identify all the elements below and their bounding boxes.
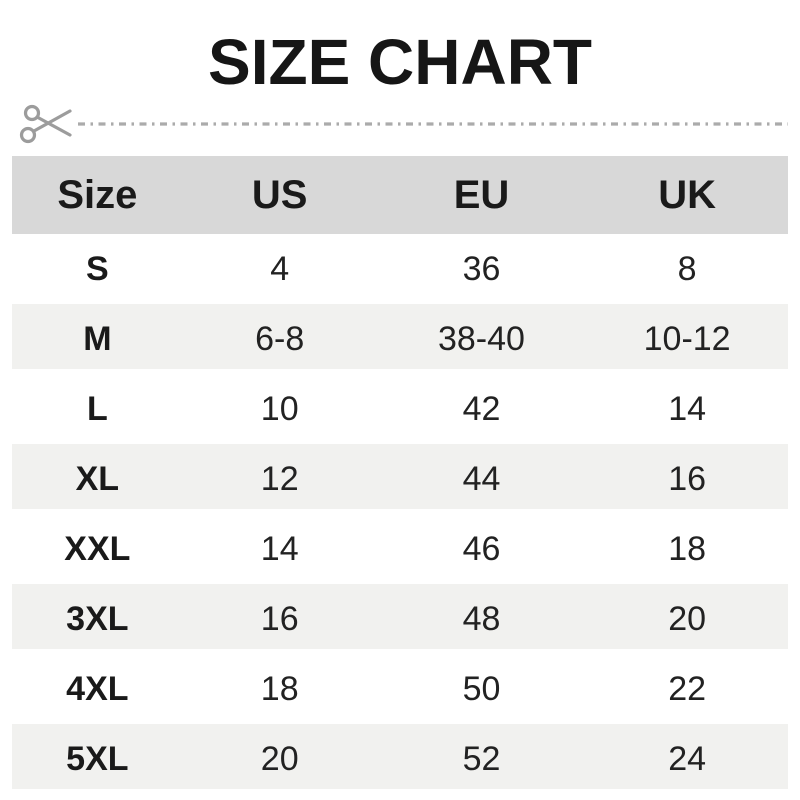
- size-label: L: [86, 390, 108, 428]
- table-header-row: Size US EU UK: [12, 156, 788, 234]
- size-label: 3XL: [66, 600, 129, 638]
- size-value: 18: [260, 670, 299, 708]
- column-header-size: Size: [57, 173, 138, 217]
- page-title: SIZE CHART: [208, 26, 592, 98]
- size-value: 4: [270, 250, 290, 288]
- column-header-eu: EU: [453, 173, 510, 217]
- size-value: 18: [668, 530, 707, 568]
- size-label: S: [86, 250, 109, 288]
- size-label: XXL: [64, 530, 131, 568]
- size-value: 42: [462, 390, 501, 428]
- table-row: XL 12 44 16: [12, 444, 788, 514]
- size-value: 14: [668, 390, 707, 428]
- size-value: 12: [260, 460, 299, 498]
- size-value: 20: [260, 740, 299, 778]
- size-value: 10: [260, 390, 299, 428]
- size-value: 46: [462, 530, 501, 568]
- size-value: 36: [462, 250, 501, 288]
- size-value: 24: [668, 740, 707, 778]
- size-value: 22: [668, 670, 707, 708]
- size-table-body: S 4 36 8 M 6-8 38-40 10-12 L 10 42 14 XL 12 44 16 XXL 14 4…: [12, 234, 788, 794]
- column-header-uk: UK: [658, 173, 716, 217]
- size-label: 5XL: [66, 740, 129, 778]
- size-table: Size US EU UK S 4 36 8 M 6-8 38-40 10-12 L 10 42 14…: [12, 156, 788, 794]
- size-value: 6-8: [255, 320, 305, 358]
- size-value: 8: [677, 250, 697, 288]
- size-label: 4XL: [66, 670, 129, 708]
- size-label: XL: [75, 460, 120, 498]
- size-value: 16: [260, 600, 299, 638]
- size-value: 14: [260, 530, 299, 568]
- scissors-icon: [19, 104, 72, 144]
- table-row: 4XL 18 50 22: [12, 654, 788, 724]
- size-value: 50: [462, 670, 501, 708]
- size-value: 52: [462, 740, 501, 778]
- column-header-us: US: [251, 173, 308, 217]
- table-row: 5XL 20 52 24: [12, 724, 788, 794]
- size-value: 44: [462, 460, 501, 498]
- size-value: 48: [462, 600, 501, 638]
- table-row: 3XL 16 48 20: [12, 584, 788, 654]
- cut-line: [12, 102, 788, 148]
- size-label: M: [83, 320, 112, 358]
- table-row: S 4 36 8: [12, 234, 788, 304]
- table-row: M 6-8 38-40 10-12: [12, 304, 788, 374]
- size-value: 16: [668, 460, 707, 498]
- size-value: 38-40: [437, 320, 525, 358]
- size-value: 20: [668, 600, 707, 638]
- table-row: L 10 42 14: [12, 374, 788, 444]
- table-row: XXL 14 46 18: [12, 514, 788, 584]
- size-value: 10-12: [643, 320, 731, 358]
